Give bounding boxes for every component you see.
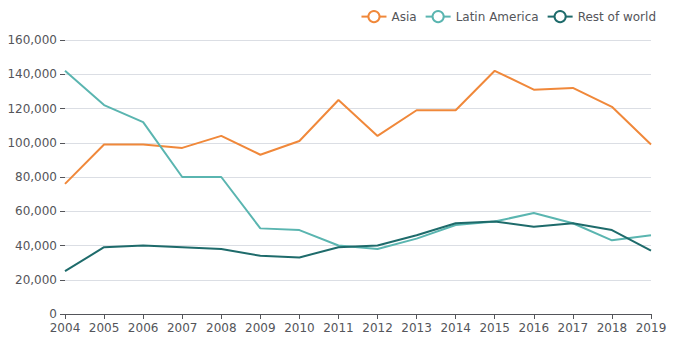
svg-text:160,000: 160,000 [7,33,57,47]
svg-text:2011: 2011 [323,321,354,335]
svg-text:80,000: 80,000 [15,170,57,184]
svg-text:20,000: 20,000 [15,273,57,287]
svg-text:2015: 2015 [479,321,510,335]
svg-text:2016: 2016 [519,321,550,335]
svg-text:2012: 2012 [362,321,393,335]
svg-text:Rest of world: Rest of world [578,10,656,24]
svg-text:40,000: 40,000 [15,239,57,253]
svg-text:2018: 2018 [597,321,628,335]
svg-text:2019: 2019 [636,321,667,335]
svg-text:2014: 2014 [440,321,471,335]
svg-text:2004: 2004 [50,321,81,335]
svg-text:2006: 2006 [128,321,159,335]
svg-text:2013: 2013 [401,321,432,335]
svg-text:2008: 2008 [206,321,237,335]
svg-text:120,000: 120,000 [7,102,57,116]
svg-text:2007: 2007 [167,321,198,335]
svg-text:0: 0 [49,307,57,321]
svg-text:2017: 2017 [558,321,589,335]
svg-text:2010: 2010 [284,321,315,335]
svg-text:2005: 2005 [89,321,120,335]
svg-text:100,000: 100,000 [7,136,57,150]
svg-text:Asia: Asia [391,10,416,24]
svg-text:Latin America: Latin America [456,10,539,24]
svg-text:2009: 2009 [245,321,276,335]
svg-text:140,000: 140,000 [7,67,57,81]
svg-text:60,000: 60,000 [15,204,57,218]
